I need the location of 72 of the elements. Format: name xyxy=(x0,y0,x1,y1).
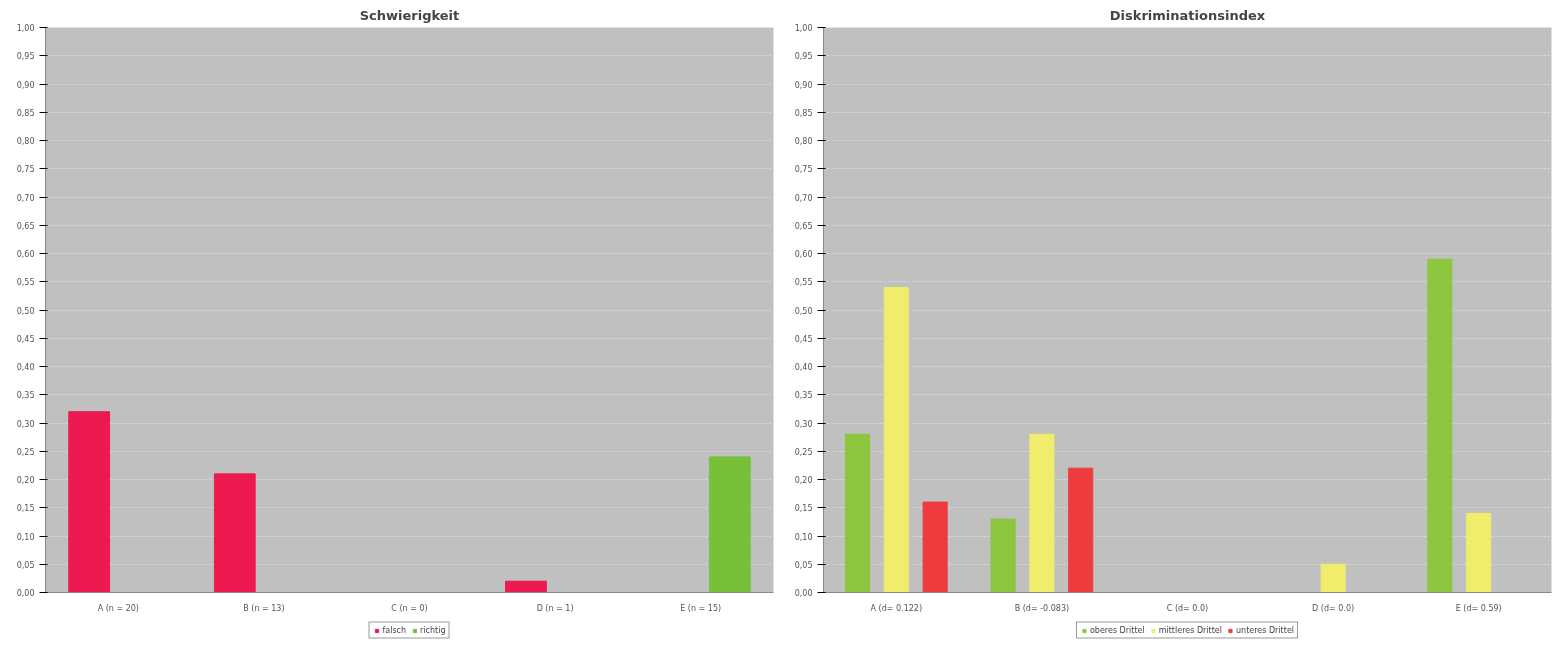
y-tick-label: 0,10 xyxy=(16,532,35,542)
bar xyxy=(505,580,547,593)
y-tick-label: 0,55 xyxy=(16,278,35,288)
bar xyxy=(1029,433,1055,593)
bar xyxy=(708,456,751,593)
y-tick-label: 0,40 xyxy=(794,363,813,372)
bar xyxy=(1466,512,1492,593)
y-tick-label: 0,20 xyxy=(794,476,813,485)
y-tick-label: 0,60 xyxy=(16,250,35,259)
x-tick-label: A (d= 0.122) xyxy=(870,603,923,613)
legend-label: unteres Drittel xyxy=(1235,625,1295,635)
y-tick-label: 0,25 xyxy=(794,447,813,457)
legend-label: mittleres Drittel xyxy=(1158,625,1222,635)
y-tick-label: 0,75 xyxy=(794,165,813,175)
y-tick-label: 0,65 xyxy=(16,221,35,231)
x-tick-label: C (d= 0.0) xyxy=(1166,603,1209,613)
y-tick-label: 0,90 xyxy=(794,80,813,90)
y-tick-label: 0,30 xyxy=(794,419,813,429)
y-tick-label: 1,00 xyxy=(794,24,813,33)
chart-title: Diskriminationsindex xyxy=(1109,7,1266,23)
y-tick-label: 0,95 xyxy=(16,52,35,62)
y-tick-label: 0,35 xyxy=(16,391,35,401)
y-tick-label: 0,05 xyxy=(794,560,813,570)
x-tick-label: B (d= -0.083) xyxy=(1014,603,1070,613)
bar xyxy=(213,473,256,593)
y-tick-label: 0,45 xyxy=(794,334,813,344)
y-tick-label: 0,55 xyxy=(794,278,813,288)
y-tick-label: 0,35 xyxy=(794,391,813,401)
y-tick-label: 0,30 xyxy=(16,419,35,429)
legend-label: richtig xyxy=(420,625,446,635)
y-tick-label: 0,20 xyxy=(16,476,35,485)
y-tick-label: 0,15 xyxy=(794,504,813,514)
x-tick-label: C (n = 0) xyxy=(391,603,428,613)
y-tick-label: 0,10 xyxy=(794,532,813,542)
y-tick-label: 0,70 xyxy=(16,193,35,203)
y-tick-label: 0,15 xyxy=(16,504,35,514)
x-tick-label: E (n = 15) xyxy=(680,603,722,613)
x-tick-label: D (d= 0.0) xyxy=(1312,603,1355,613)
x-tick-label: E (d= 0.59) xyxy=(1455,603,1502,613)
y-tick-label: 0,00 xyxy=(794,589,813,598)
y-tick-label: 0,45 xyxy=(16,334,35,344)
y-tick-label: 0,85 xyxy=(16,108,35,118)
y-tick-label: 0,25 xyxy=(16,447,35,457)
x-tick-label: A (n = 20) xyxy=(97,603,139,613)
bar xyxy=(883,286,909,593)
bar xyxy=(1320,563,1346,593)
y-tick-label: 0,85 xyxy=(794,108,813,118)
y-tick-label: 0,00 xyxy=(16,589,35,598)
y-tick-label: 0,50 xyxy=(16,306,35,316)
y-tick-label: 1,00 xyxy=(16,24,35,33)
bar xyxy=(844,433,871,593)
y-tick-label: 0,05 xyxy=(16,560,35,570)
y-tick-label: 0,70 xyxy=(794,193,813,203)
y-tick-label: 0,65 xyxy=(794,221,813,231)
bar xyxy=(1427,258,1453,593)
y-tick-label: 0,80 xyxy=(794,137,813,146)
bar xyxy=(990,518,1016,593)
x-tick-label: B (n = 13) xyxy=(243,603,285,613)
chart-title: Schwierigkeit xyxy=(359,7,460,23)
y-tick-label: 0,95 xyxy=(794,52,813,62)
bar xyxy=(922,501,948,593)
legend-label: falsch xyxy=(382,625,407,635)
y-tick-label: 0,60 xyxy=(794,250,813,259)
y-tick-label: 0,40 xyxy=(16,363,35,372)
x-tick-label: D (n = 1) xyxy=(536,603,574,613)
y-tick-label: 0,75 xyxy=(16,165,35,175)
y-tick-label: 0,50 xyxy=(794,306,813,316)
bar xyxy=(1068,467,1094,593)
y-tick-label: 0,80 xyxy=(16,137,35,146)
bar xyxy=(68,411,111,593)
legend-label: oberes Drittel xyxy=(1089,625,1145,635)
y-tick-label: 0,90 xyxy=(16,80,35,90)
